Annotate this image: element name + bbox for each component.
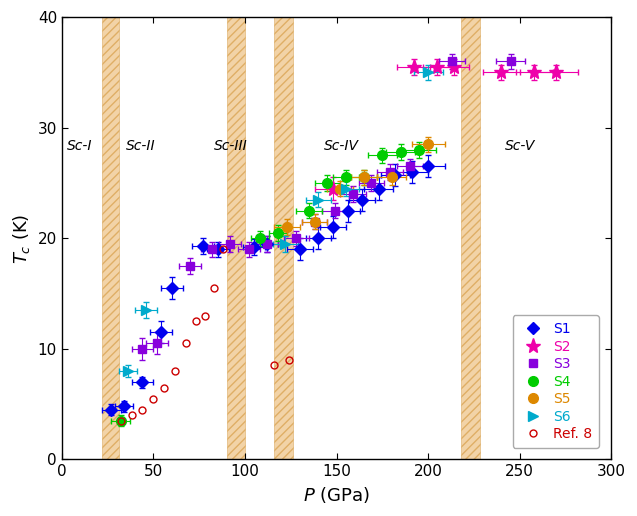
S5 [336,185,344,191]
Text: Sc-I: Sc-I [68,139,93,153]
S3 [208,246,216,252]
S5 [388,174,396,181]
Line: S2: S2 [326,59,564,196]
Text: Sc-II: Sc-II [126,139,155,153]
Y-axis label: $T_c$ (K): $T_c$ (K) [11,213,32,264]
S1 [139,379,147,385]
Text: Sc-V: Sc-V [505,139,536,153]
Bar [102,17,118,459]
S2 [434,64,441,70]
S4 [378,152,386,158]
Text: Sc-III: Sc-III [214,139,248,153]
S1 [157,329,164,335]
Bar [461,17,480,459]
S4 [274,230,282,236]
S5 [283,224,291,230]
S4 [256,235,264,241]
S3 [368,180,375,186]
S6 [282,241,289,247]
S6 [342,185,350,191]
S6 [142,307,150,313]
Legend: S1, S2, S3, S4, S5, S6, Ref. 8: S1, S2, S3, S4, S5, S6, Ref. 8 [513,315,599,448]
S4 [117,417,124,424]
Ref. 8 [183,340,190,346]
S4 [415,147,423,153]
S1 [214,246,222,252]
S3 [448,58,456,64]
Ref. 8 [117,417,124,424]
Line: S5: S5 [282,139,433,232]
S6 [124,368,132,374]
S1 [344,207,352,214]
S3 [386,169,394,175]
S3 [292,235,300,241]
Ref. 8 [171,368,179,374]
S3 [139,346,147,352]
Ref. 8 [285,357,293,363]
S2 [329,185,337,191]
S5 [424,141,432,148]
S1 [120,404,128,410]
S1 [375,185,383,191]
S4 [361,174,368,181]
S3 [331,207,339,214]
Ref. 8 [210,285,218,291]
S1 [329,224,337,230]
S1 [168,285,176,291]
S6 [424,69,432,75]
S3 [406,163,414,169]
Line: S4: S4 [116,145,424,426]
S1 [391,172,399,179]
S4 [324,180,331,186]
Ref. 8 [271,362,278,368]
Ref. 8 [139,407,147,413]
S3 [227,241,234,247]
S4 [342,174,350,181]
Ref. 8 [127,412,135,418]
Line: S6: S6 [123,68,433,376]
S2 [553,69,561,75]
Bar [227,17,245,459]
S1 [408,169,415,175]
S2 [531,69,538,75]
S6 [315,197,322,203]
Ref. 8 [150,396,157,402]
S1 [424,163,432,169]
S3 [349,191,357,197]
S1 [250,244,258,250]
S2 [450,64,458,70]
S2 [410,64,417,70]
Line: Ref. 8: Ref. 8 [117,246,292,424]
S1 [108,407,115,413]
Line: S3: S3 [138,57,515,353]
S1 [199,243,207,249]
S3 [263,241,271,247]
S4 [305,207,313,214]
S3 [245,246,252,252]
Ref. 8 [201,313,208,319]
S2 [497,69,505,75]
S5 [311,219,318,225]
S3 [186,263,194,269]
S3 [154,340,161,346]
S1 [315,235,322,241]
S1 [296,246,304,252]
S4 [397,149,404,155]
Line: S1: S1 [107,162,433,414]
S3 [311,219,318,225]
S5 [361,174,368,181]
S1 [263,241,271,247]
S3 [507,58,515,64]
Ref. 8 [192,318,199,325]
X-axis label: $P$ (GPa): $P$ (GPa) [303,485,370,505]
Bar [275,17,292,459]
Text: Sc-IV: Sc-IV [324,139,359,153]
Ref. 8 [219,246,227,252]
Ref. 8 [161,384,168,391]
S1 [359,197,366,203]
